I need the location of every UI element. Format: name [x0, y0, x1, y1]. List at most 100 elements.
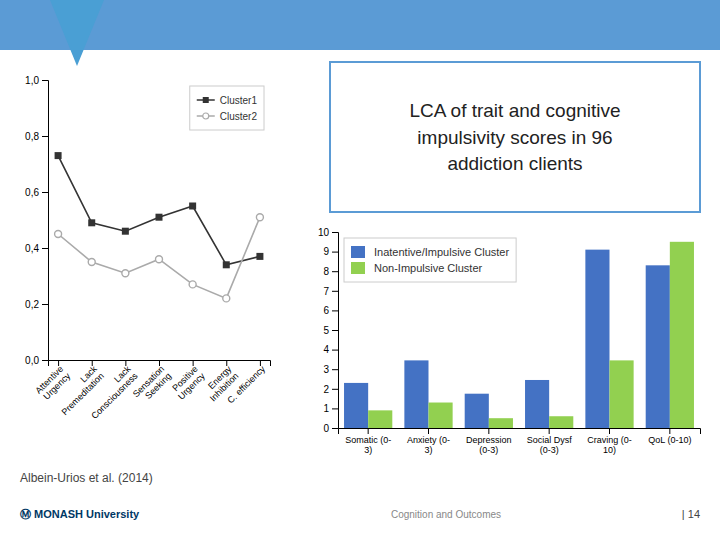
- legend-label: Cluster1: [220, 95, 258, 106]
- point-marker: [189, 203, 196, 210]
- bar: [549, 416, 573, 428]
- tick-mark: [332, 369, 338, 370]
- bar: [670, 242, 694, 428]
- tick: 3: [323, 364, 338, 375]
- tick-label: C. efficiency: [225, 363, 267, 405]
- banner-background: [0, 0, 720, 50]
- tick-label: 6: [323, 305, 329, 316]
- banner-chevron: [50, 0, 104, 66]
- legend: Inatentive/Impulsive Cluster Non-Impulsiv…: [344, 238, 516, 282]
- text-line: C. efficiency: [225, 363, 267, 405]
- legend-label: Inatentive/Impulsive Cluster: [374, 246, 509, 258]
- tick: 0,4: [25, 243, 48, 254]
- tick-mark: [332, 310, 338, 311]
- tick: 4: [323, 344, 338, 355]
- tick-mark: [332, 271, 338, 272]
- tick-mark: [609, 428, 610, 434]
- tick: 1: [323, 403, 338, 414]
- tick-label: 0,4: [25, 243, 39, 254]
- bar: [344, 383, 368, 428]
- tick: C. efficiency: [225, 360, 267, 405]
- bar: [646, 265, 670, 428]
- text-line: 3): [364, 445, 372, 455]
- tick-mark: [332, 350, 338, 351]
- bar: [525, 380, 549, 428]
- text-line: (0-3): [479, 445, 498, 455]
- annotation: Albein-Urios et al. (2014): [20, 471, 153, 485]
- text-line: Depression: [466, 435, 512, 445]
- series-line: [58, 217, 260, 298]
- tick-label: 3: [323, 364, 329, 375]
- tick-label: 0,6: [25, 187, 39, 198]
- tick-mark: [332, 291, 338, 292]
- point-marker: [223, 261, 230, 268]
- tick-label: SensationSeeking: [131, 364, 173, 406]
- bar: [404, 360, 428, 428]
- tick: 10: [318, 227, 338, 238]
- text-line: Seeking: [143, 371, 173, 401]
- tick-label: Anxiety (0-3): [407, 435, 450, 455]
- tick: 5: [323, 325, 338, 336]
- tick-label: 0: [323, 423, 329, 434]
- point-marker: [156, 256, 163, 263]
- tick-mark: [332, 252, 338, 253]
- tick: 7: [323, 286, 338, 297]
- legend-marker: [203, 113, 209, 119]
- tick-label: QoL (0-10): [648, 435, 691, 445]
- figure: 0,00,20,40,60,81,0AttentiveUrgencyLackPr…: [0, 0, 720, 540]
- tick-label: 1,0: [25, 75, 39, 86]
- tick: Somatic (0-3): [345, 428, 391, 455]
- point-marker: [156, 214, 163, 221]
- tick-label: 7: [323, 286, 329, 297]
- legend-item: Cluster1: [197, 95, 258, 106]
- tick: Craving (0-10): [587, 428, 632, 455]
- legend-frame: [344, 238, 516, 282]
- tick-mark: [42, 248, 48, 249]
- tick-mark: [42, 304, 48, 305]
- tick-mark: [332, 330, 338, 331]
- bar: [368, 410, 392, 428]
- point-marker: [223, 295, 230, 302]
- tick-label: 0,0: [25, 355, 39, 366]
- tick-mark: [368, 428, 369, 434]
- bar: [429, 403, 453, 428]
- point-marker: [189, 281, 196, 288]
- tick-label: PositiveUrgency: [169, 363, 207, 401]
- y-axis: 0,00,20,40,60,81,0: [25, 75, 48, 366]
- tick-mark: [428, 428, 429, 434]
- legend: Cluster1Cluster2: [190, 86, 264, 130]
- tick: PositiveUrgency: [169, 360, 207, 402]
- tick-label: 9: [323, 246, 329, 257]
- bar-chart: 012345678910Somatic (0-3)Anxiety (0-3)De…: [318, 227, 701, 456]
- tick: 2: [323, 384, 338, 395]
- bar: [610, 360, 634, 428]
- tick-label: 4: [323, 344, 329, 355]
- tick: SensationSeeking: [131, 360, 173, 406]
- tick-mark: [42, 360, 48, 361]
- tick-mark: [488, 428, 489, 434]
- plot-area: [55, 152, 264, 302]
- legend-item: Non-Impulsive Cluster: [351, 262, 483, 274]
- tick-mark: [549, 428, 550, 434]
- tick: Depression(0-3): [466, 428, 512, 455]
- text-line: 3): [424, 445, 432, 455]
- annotation: | 14: [682, 508, 700, 520]
- tick-label: 1: [323, 403, 329, 414]
- legend-label: Non-Impulsive Cluster: [374, 262, 483, 274]
- legend-marker: [203, 97, 209, 103]
- legend-frame: [190, 86, 264, 130]
- tick: 9: [323, 246, 338, 257]
- point-marker: [55, 231, 62, 238]
- text-line: LCA of trait and cognitive: [409, 100, 620, 121]
- text-line: Consciousness: [89, 370, 140, 421]
- tick-label: 0,2: [25, 299, 39, 310]
- text-line: impulsivity scores in 96: [417, 127, 612, 148]
- tick-label: 8: [323, 266, 329, 277]
- x-axis: Somatic (0-3)Anxiety (0-3)Depression(0-3…: [339, 428, 701, 455]
- text-line: addiction clients: [447, 153, 582, 174]
- point-marker: [122, 270, 129, 277]
- tick-mark: [42, 80, 48, 81]
- banner: [0, 0, 720, 66]
- text-line: Anxiety (0-: [407, 435, 450, 445]
- plot-area: [344, 242, 694, 428]
